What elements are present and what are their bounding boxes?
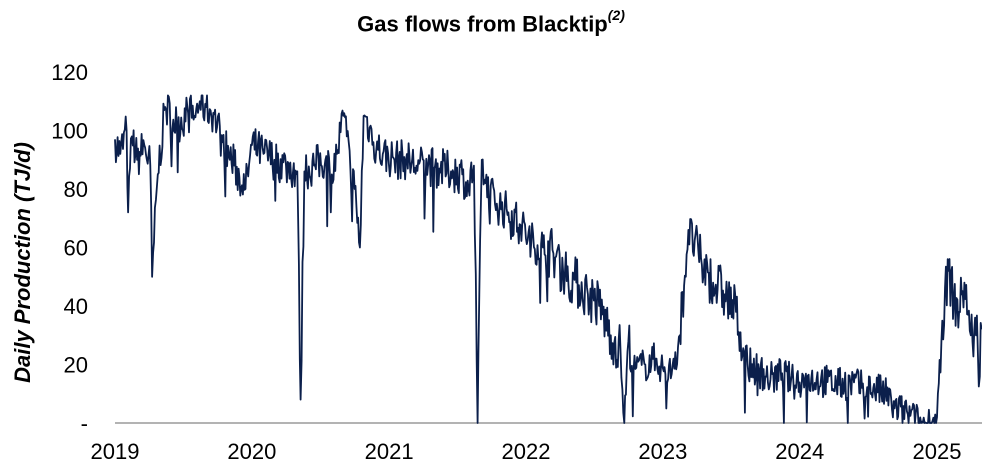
y-axis-ticks: - 20 40 60 80 100 120 bbox=[51, 60, 88, 436]
y-tick-label: 80 bbox=[64, 177, 88, 202]
y-tick-label: 20 bbox=[64, 353, 88, 378]
y-tick-label: 120 bbox=[51, 60, 88, 85]
x-tick-label: 2023 bbox=[638, 439, 687, 464]
x-tick-label: 2021 bbox=[365, 439, 414, 464]
y-tick-label: 40 bbox=[64, 294, 88, 319]
x-tick-label: 2020 bbox=[227, 439, 276, 464]
x-tick-label: 2019 bbox=[91, 439, 140, 464]
x-tick-label: 2022 bbox=[502, 439, 551, 464]
x-tick-label: 2025 bbox=[913, 439, 962, 464]
chart-title-superscript: (2) bbox=[607, 7, 625, 23]
y-axis-label: Daily Production (TJ/d) bbox=[10, 142, 35, 383]
y-tick-label: - bbox=[81, 411, 88, 436]
chart-title-text: Gas flows from Blacktip bbox=[357, 11, 608, 37]
x-tick-label: 2024 bbox=[775, 439, 824, 464]
y-tick-label: 100 bbox=[51, 119, 88, 144]
chart-title: Gas flows from Blacktip(2) bbox=[0, 7, 982, 37]
y-tick-label: 60 bbox=[64, 236, 88, 261]
x-axis-ticks: 2019 2020 2021 2022 2023 2024 2025 bbox=[91, 439, 962, 464]
series-line-blacktip bbox=[114, 94, 982, 424]
